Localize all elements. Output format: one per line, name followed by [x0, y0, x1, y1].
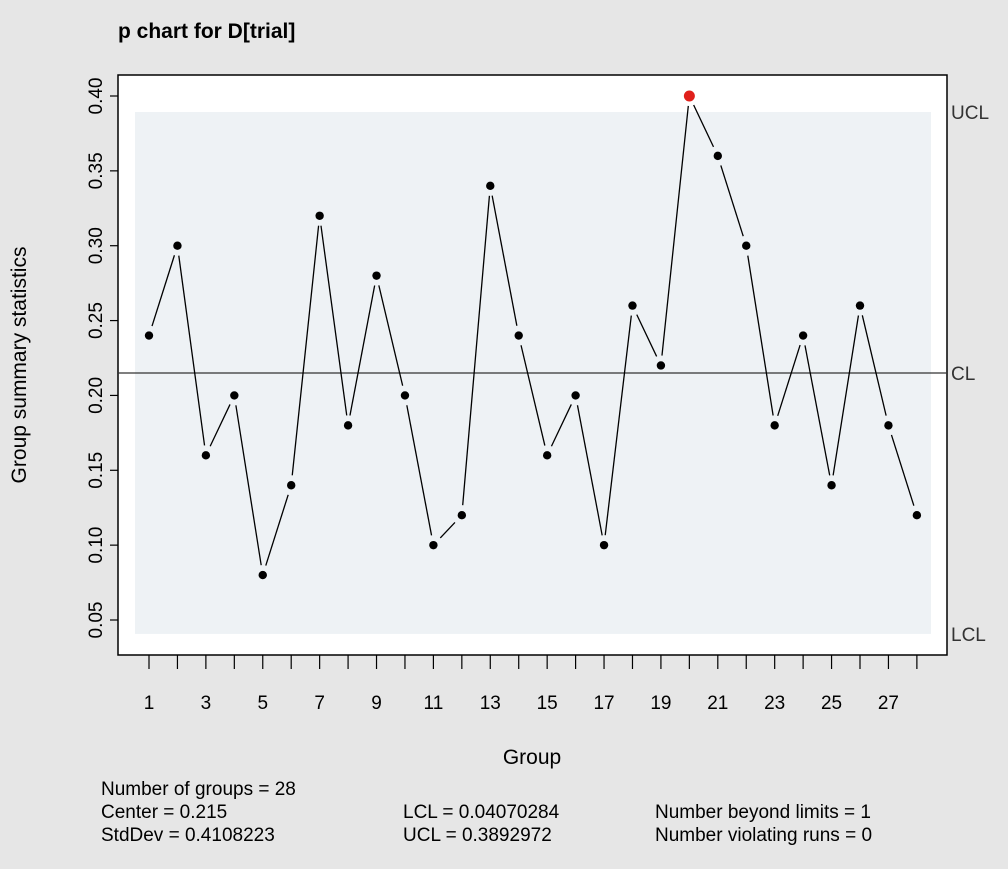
series-segment — [178, 255, 206, 446]
data-point — [230, 391, 239, 400]
data-point — [656, 361, 666, 370]
x-tick-label: 25 — [821, 693, 842, 714]
x-tick-label: 11 — [424, 693, 444, 714]
series-segment — [406, 405, 433, 536]
x-tick-label: 15 — [537, 693, 558, 714]
data-point — [173, 241, 182, 250]
series-segment — [576, 405, 603, 536]
series-segment — [491, 195, 518, 326]
data-point — [571, 391, 580, 400]
series-segment — [604, 315, 632, 536]
data-point — [855, 301, 865, 310]
x-tick-label: 17 — [593, 693, 614, 714]
data-point — [457, 511, 467, 520]
series-segment — [462, 195, 491, 506]
data-point — [486, 181, 495, 191]
data-point — [287, 481, 296, 490]
data-point — [798, 331, 808, 340]
data-point — [599, 540, 609, 550]
series-segment — [439, 522, 456, 539]
data-point — [884, 421, 893, 430]
x-tick-label: 7 — [314, 693, 325, 714]
series-segment — [693, 104, 715, 148]
series-segment — [291, 225, 320, 476]
lcl-label: LCL — [951, 625, 986, 646]
series-segment — [661, 105, 689, 356]
data-point — [742, 241, 751, 250]
series-segment — [550, 404, 572, 447]
data-point — [315, 211, 324, 220]
stats-groups: Number of groups = 28 — [101, 779, 296, 800]
data-point — [372, 271, 381, 280]
plot-layer — [118, 90, 947, 634]
series-segment — [520, 345, 546, 446]
series-segment — [265, 494, 289, 566]
stats-beyond-limits: Number beyond limits = 1 — [655, 802, 871, 823]
data-point — [343, 421, 353, 430]
data-point — [770, 421, 779, 430]
data-point — [258, 570, 267, 580]
y-tick-label: 0.35 — [86, 152, 107, 189]
cl-label: CL — [951, 364, 975, 385]
series-segment — [804, 345, 831, 476]
series-segment — [747, 255, 774, 416]
series-segment — [861, 315, 887, 416]
series-segment — [349, 285, 376, 416]
data-point — [827, 481, 836, 490]
x-tick-label: 13 — [480, 693, 501, 714]
data-point — [514, 331, 523, 340]
series-segment — [151, 255, 176, 327]
data-point — [400, 391, 410, 400]
x-tick-label: 5 — [257, 693, 268, 714]
stats-center: Center = 0.215 — [101, 802, 228, 823]
y-tick-label: 0.20 — [86, 377, 107, 414]
x-tick-label: 3 — [201, 693, 212, 714]
series-segment — [720, 165, 744, 237]
data-point — [201, 451, 211, 460]
stats-violating-runs: Number violating runs = 0 — [655, 825, 873, 846]
data-point — [628, 301, 637, 310]
data-point — [912, 511, 922, 520]
data-point — [713, 151, 722, 161]
ucl-label: UCL — [951, 103, 989, 124]
x-axis-label: Group — [503, 746, 561, 769]
stats-ucl: UCL = 0.3892972 — [403, 825, 552, 846]
x-tick-label: 1 — [144, 693, 155, 714]
y-tick-label: 0.40 — [86, 78, 107, 115]
series-segment — [235, 405, 262, 566]
data-point-violation — [683, 90, 695, 102]
stats-lcl: LCL = 0.04070284 — [403, 802, 560, 823]
series-segment — [890, 434, 915, 506]
y-tick-label: 0.10 — [86, 527, 107, 564]
series-segment — [636, 314, 658, 357]
data-point — [144, 331, 154, 340]
y-tick-label: 0.30 — [86, 227, 107, 264]
data-point — [542, 451, 552, 460]
x-tick-label: 23 — [764, 693, 785, 714]
y-axis-label: Group summary statistics — [8, 247, 31, 484]
series-segment — [209, 404, 231, 447]
data-point — [429, 540, 438, 550]
x-tick-label: 9 — [371, 693, 382, 714]
chart-title: p chart for D[trial] — [118, 20, 295, 43]
y-tick-label: 0.15 — [86, 452, 107, 489]
y-tick-label: 0.25 — [86, 302, 107, 339]
x-tick-label: 27 — [878, 693, 899, 714]
series-segment — [777, 344, 801, 417]
series-segment — [378, 285, 404, 386]
series-segment — [320, 225, 348, 416]
y-tick-label: 0.05 — [86, 602, 107, 639]
x-tick-label: 21 — [707, 693, 728, 714]
stats-stddev: StdDev = 0.4108223 — [101, 825, 275, 846]
series-segment — [832, 315, 860, 476]
x-tick-label: 19 — [650, 693, 671, 714]
